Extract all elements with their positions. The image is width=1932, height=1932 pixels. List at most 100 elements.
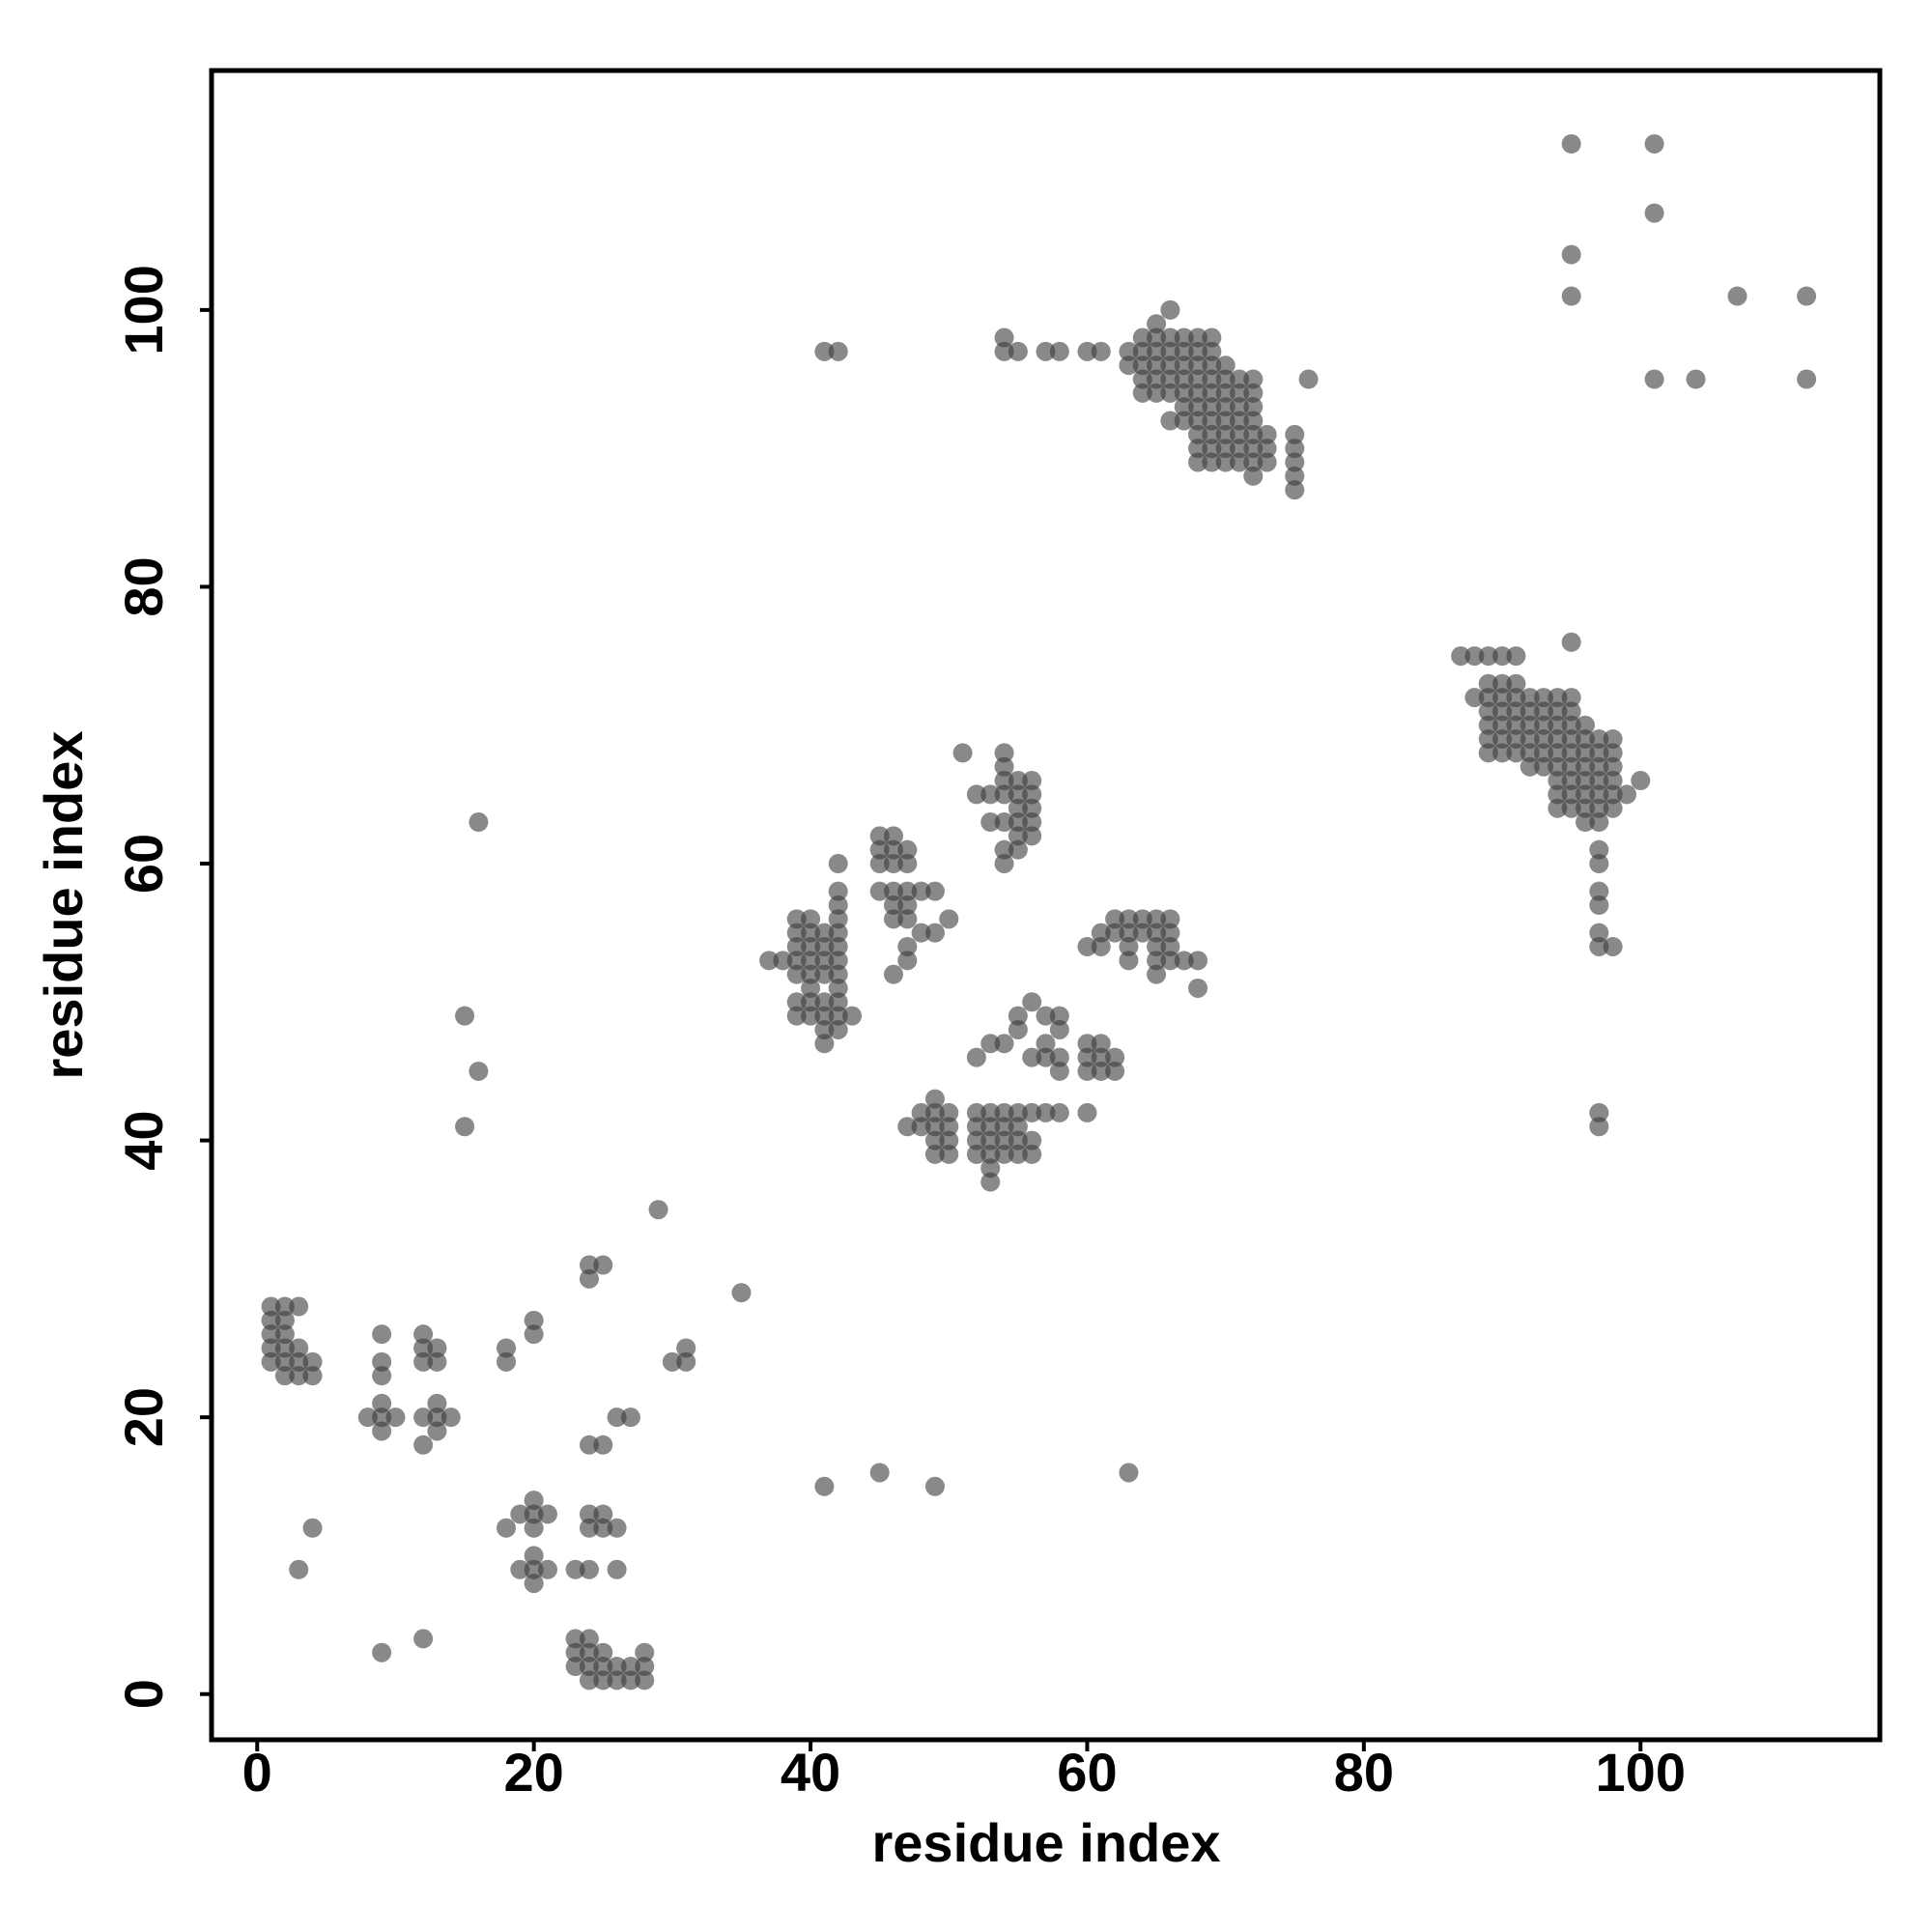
contact-point bbox=[1548, 729, 1568, 750]
contact-point bbox=[579, 1559, 599, 1579]
contact-point bbox=[1478, 673, 1498, 694]
contact-point bbox=[994, 1034, 1014, 1054]
contact-point bbox=[565, 1559, 585, 1579]
contact-point bbox=[786, 909, 807, 929]
contact-point bbox=[1132, 369, 1152, 389]
contact-point bbox=[1119, 341, 1139, 361]
contact-point bbox=[1008, 1019, 1028, 1039]
contact-point bbox=[1091, 1034, 1111, 1054]
contact-point bbox=[952, 743, 973, 763]
contact-point bbox=[1520, 715, 1540, 735]
contact-point bbox=[1285, 480, 1305, 500]
contact-point bbox=[828, 978, 848, 998]
contact-point bbox=[1215, 452, 1236, 472]
contact-point bbox=[1036, 341, 1056, 361]
contact-point bbox=[814, 1034, 835, 1054]
contact-point bbox=[1229, 424, 1249, 444]
contact-point bbox=[607, 1670, 627, 1690]
contact-point bbox=[1188, 397, 1208, 417]
contact-point bbox=[1132, 383, 1152, 403]
contact-point bbox=[1105, 1047, 1125, 1067]
contact-point bbox=[1243, 424, 1264, 444]
contact-point bbox=[883, 826, 903, 846]
contact-point bbox=[1229, 397, 1249, 417]
contact-point bbox=[1091, 1061, 1111, 1081]
contact-point bbox=[1229, 383, 1249, 403]
contact-point bbox=[1160, 369, 1180, 389]
contact-point bbox=[1575, 771, 1595, 791]
contact-point bbox=[869, 881, 890, 901]
contact-point bbox=[1589, 1117, 1609, 1137]
contact-point bbox=[620, 1670, 640, 1690]
contact-point bbox=[1478, 701, 1498, 722]
contact-point bbox=[939, 909, 959, 929]
contact-point bbox=[1561, 798, 1581, 818]
contact-point bbox=[828, 923, 848, 943]
contact-point bbox=[1119, 923, 1139, 943]
contact-point bbox=[1188, 452, 1208, 472]
contact-point bbox=[1506, 673, 1526, 694]
contact-point bbox=[1008, 341, 1028, 361]
contact-point bbox=[261, 1296, 281, 1317]
contact-point bbox=[801, 978, 821, 998]
contact-point bbox=[1506, 743, 1526, 763]
contact-point bbox=[980, 1102, 1001, 1122]
x-tick-label: 80 bbox=[1334, 1742, 1394, 1803]
contact-point bbox=[1506, 715, 1526, 735]
contact-point bbox=[593, 1435, 613, 1455]
contact-point bbox=[828, 964, 848, 984]
contact-point bbox=[1188, 369, 1208, 389]
contact-point bbox=[524, 1559, 544, 1579]
contact-point bbox=[924, 1089, 945, 1109]
contact-point bbox=[1603, 798, 1623, 818]
contact-point bbox=[1603, 729, 1623, 750]
contact-point bbox=[966, 1130, 986, 1151]
contact-point bbox=[524, 1324, 544, 1345]
contact-point bbox=[1464, 646, 1485, 667]
contact-point bbox=[1797, 286, 1817, 306]
contact-point bbox=[427, 1351, 447, 1372]
contact-point bbox=[1575, 812, 1595, 833]
contact-point bbox=[497, 1351, 517, 1372]
contact-point bbox=[828, 1006, 848, 1026]
contact-point bbox=[939, 1117, 959, 1137]
y-tick-label: 100 bbox=[113, 265, 174, 355]
contact-point bbox=[1589, 923, 1609, 943]
contact-point bbox=[1202, 424, 1222, 444]
contact-point bbox=[814, 923, 835, 943]
contact-point bbox=[994, 327, 1014, 348]
contact-point bbox=[814, 936, 835, 956]
contact-point bbox=[1147, 923, 1167, 943]
contact-point bbox=[1285, 452, 1305, 472]
contact-point bbox=[593, 1670, 613, 1690]
contact-point bbox=[1022, 798, 1042, 818]
contact-point bbox=[1077, 1102, 1097, 1122]
contact-point bbox=[1561, 701, 1581, 722]
contact-point bbox=[924, 1130, 945, 1151]
contact-point bbox=[1202, 397, 1222, 417]
contact-point bbox=[524, 1491, 544, 1511]
contact-point bbox=[1229, 369, 1249, 389]
contact-point bbox=[1285, 466, 1305, 486]
contact-point bbox=[1492, 673, 1513, 694]
contact-point bbox=[1188, 327, 1208, 348]
contact-point bbox=[1202, 369, 1222, 389]
y-axis-label: residue index bbox=[33, 730, 94, 1079]
contact-point bbox=[1119, 1463, 1139, 1483]
contact-point bbox=[579, 1629, 599, 1649]
contact-point bbox=[897, 909, 918, 929]
contact-point bbox=[1575, 784, 1595, 805]
contact-point bbox=[289, 1366, 309, 1386]
contact-point bbox=[357, 1407, 378, 1428]
contact-point bbox=[579, 1657, 599, 1677]
contact-point bbox=[1160, 951, 1180, 971]
contact-point bbox=[427, 1407, 447, 1428]
contact-point bbox=[869, 839, 890, 860]
contact-point bbox=[786, 936, 807, 956]
contact-point bbox=[1215, 369, 1236, 389]
contact-point bbox=[1478, 743, 1498, 763]
contact-point bbox=[593, 1642, 613, 1662]
contact-point bbox=[814, 341, 835, 361]
contact-point bbox=[635, 1642, 655, 1662]
contact-point bbox=[1077, 1034, 1097, 1054]
